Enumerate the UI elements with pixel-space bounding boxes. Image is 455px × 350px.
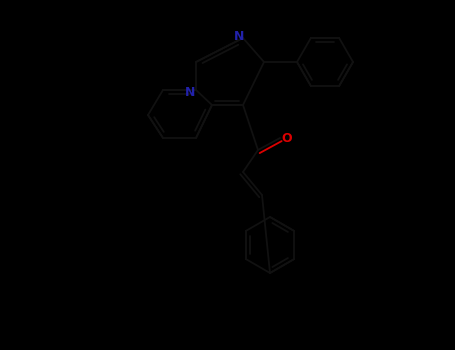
Text: O: O [282,132,292,145]
Text: N: N [234,29,244,42]
Text: N: N [185,85,195,98]
